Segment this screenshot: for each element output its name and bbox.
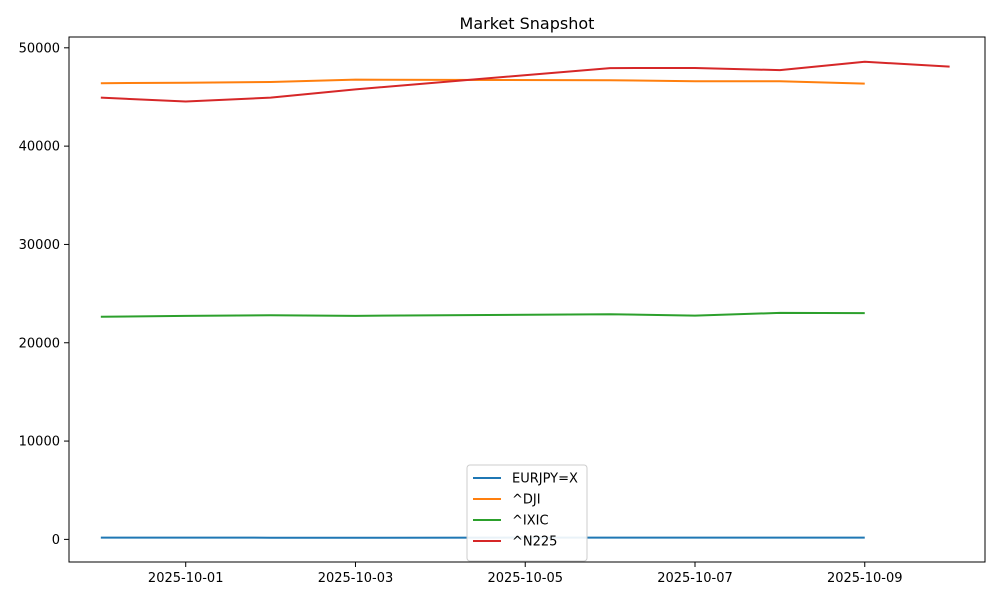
y-tick-label: 20000 xyxy=(19,336,60,351)
legend-label: ^DJI xyxy=(512,493,541,508)
chart-title: Market Snapshot xyxy=(460,14,595,33)
y-tick-label: 50000 xyxy=(19,41,60,56)
x-tick-label: 2025-10-01 xyxy=(148,571,224,586)
legend: EURJPY=X ^DJI ^IXIC ^N225 xyxy=(466,464,588,562)
axes: 0 10000 20000 30000 40000 50000 2025-10-01 2025… xyxy=(19,36,986,586)
y-tick-label: 30000 xyxy=(19,238,60,253)
y-tick-label: 10000 xyxy=(19,435,60,450)
series-line-dji xyxy=(100,78,865,85)
x-tick-label: 2025-10-07 xyxy=(657,571,733,586)
y-tick-label: 40000 xyxy=(19,140,60,155)
legend-label: ^IXIC xyxy=(512,514,549,529)
axes-frame xyxy=(68,36,986,563)
series-line-n225 xyxy=(100,60,950,103)
x-tick-label: 2025-10-05 xyxy=(487,571,563,586)
series-line-ixic xyxy=(100,311,865,318)
legend-label: EURJPY=X xyxy=(512,472,578,487)
legend-box xyxy=(466,464,588,562)
y-tick-label: 0 xyxy=(52,533,60,548)
x-tick-label: 2025-10-09 xyxy=(827,571,903,586)
x-tick-label: 2025-10-03 xyxy=(318,571,394,586)
legend-label: ^N225 xyxy=(512,535,557,550)
